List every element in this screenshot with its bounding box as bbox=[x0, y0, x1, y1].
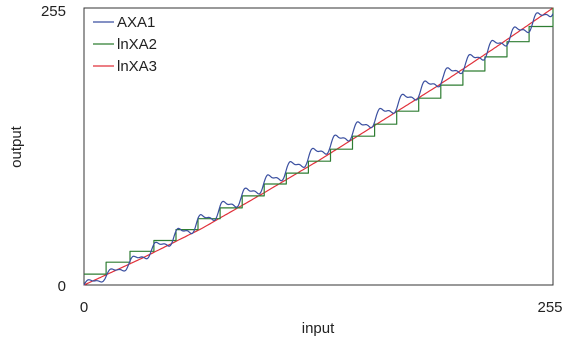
plot-frame bbox=[83, 7, 554, 286]
legend-label-axa1: AXA1 bbox=[117, 14, 155, 31]
y-tick-label-top: 255 bbox=[41, 3, 66, 20]
y-axis-label: output bbox=[8, 125, 25, 168]
y-tick-labels: 255 0 bbox=[41, 3, 66, 295]
legend: AXA1 lnXA2 lnXA3 bbox=[93, 14, 157, 75]
x-tick-labels: 0 255 bbox=[80, 299, 563, 316]
legend-label-lnxa3: lnXA3 bbox=[117, 58, 157, 75]
legend-label-lnxa2: lnXA2 bbox=[117, 36, 157, 53]
x-tick-label-right: 255 bbox=[537, 299, 562, 316]
series-line-axa1 bbox=[83, 12, 554, 286]
y-tick-label-bottom: 0 bbox=[58, 278, 66, 295]
x-axis-label: input bbox=[302, 320, 335, 337]
series-line-lnxa2 bbox=[84, 8, 554, 275]
series-layer bbox=[83, 7, 554, 286]
x-tick-label-left: 0 bbox=[80, 299, 88, 316]
